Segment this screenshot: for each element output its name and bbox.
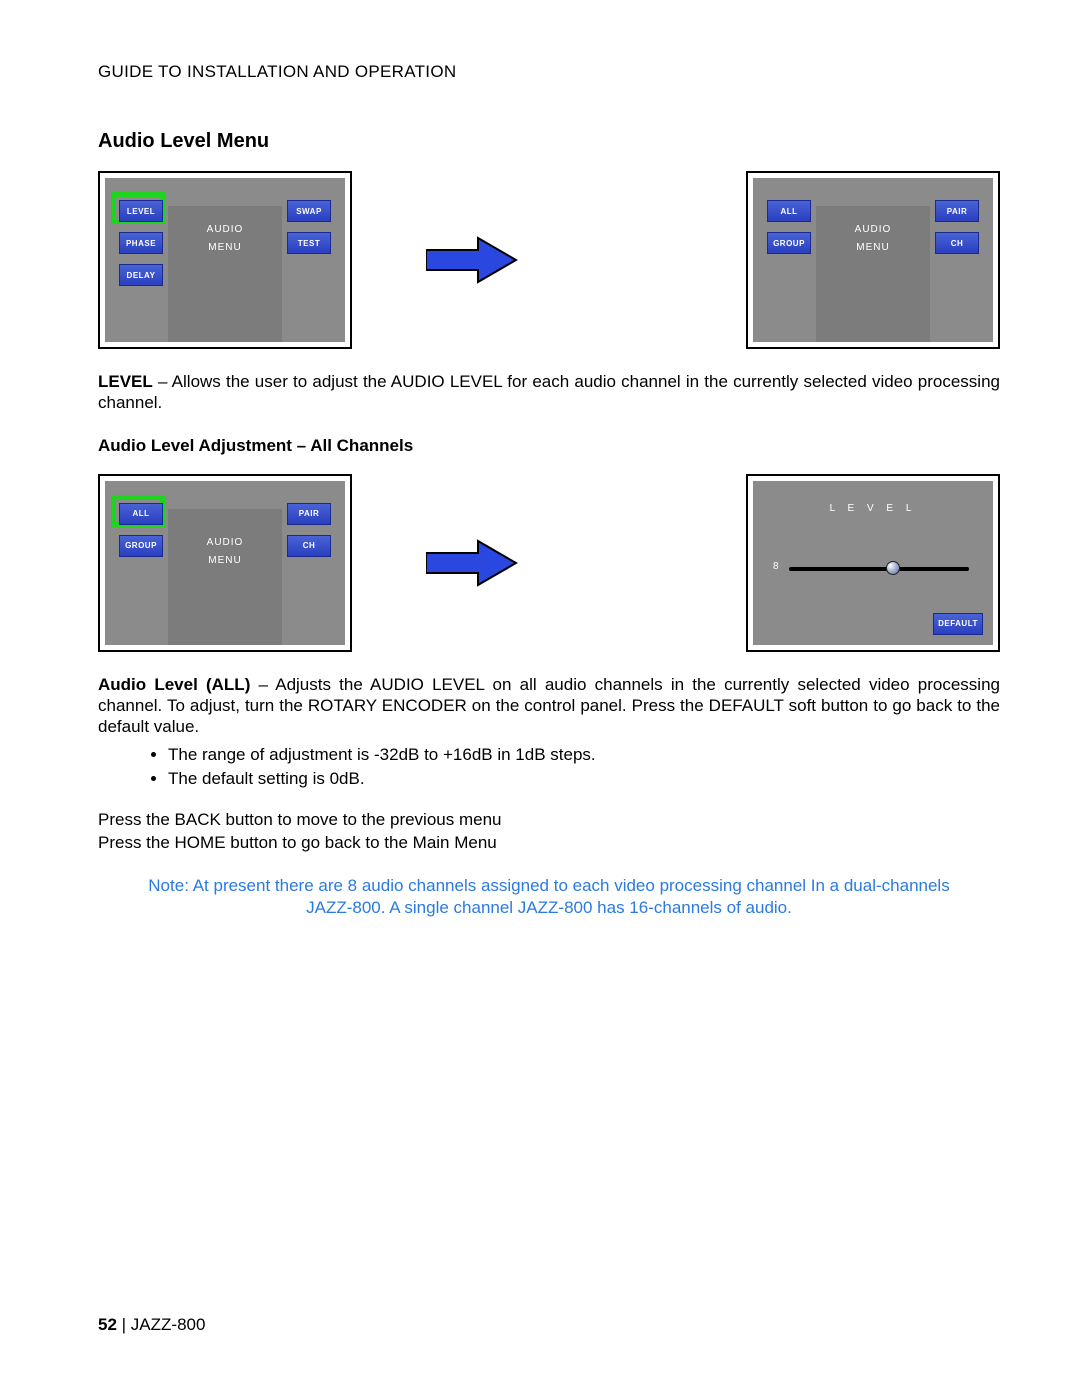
footer-separator: | xyxy=(117,1315,131,1334)
nav-home: Press the HOME button to go back to the … xyxy=(98,833,497,852)
all-description: Audio Level (ALL) – Adjusts the AUDIO LE… xyxy=(98,674,1000,738)
panel-center-label: AUDIO xyxy=(207,224,244,235)
level-slider-track[interactable] xyxy=(789,567,969,571)
pair-button[interactable]: PAIR xyxy=(287,503,331,525)
ch-button[interactable]: CH xyxy=(287,535,331,557)
panel-center-label: MENU xyxy=(208,555,241,566)
level-text: – Allows the user to adjust the AUDIO LE… xyxy=(98,372,1000,412)
footer-model: JAZZ-800 xyxy=(131,1315,206,1334)
ch-button[interactable]: CH xyxy=(935,232,979,254)
swap-button[interactable]: SWAP xyxy=(287,200,331,222)
panel-center-label: AUDIO xyxy=(855,224,892,235)
section-title: Audio Level Menu xyxy=(98,130,1000,153)
subheading-all-channels: Audio Level Adjustment – All Channels xyxy=(98,436,1000,456)
panel-center-label: MENU xyxy=(208,242,241,253)
note-line: Note: At present there are 8 audio chann… xyxy=(148,876,949,895)
menu-panel-level: AUDIO MENU ALL GROUP PAIR CH xyxy=(746,171,1000,349)
nav-back: Press the BACK button to move to the pre… xyxy=(98,810,502,829)
figure-row-1: AUDIO MENU LEVEL PHASE DELAY SWAP TEST A… xyxy=(98,171,1000,349)
all-term: Audio Level (ALL) xyxy=(98,675,250,694)
default-button[interactable]: DEFAULT xyxy=(933,613,983,635)
level-slider-panel: L E V E L 8 DEFAULT xyxy=(746,474,1000,652)
nav-instructions: Press the BACK button to move to the pre… xyxy=(98,809,1000,855)
menu-panel-level-all: AUDIO MENU ALL GROUP PAIR CH xyxy=(98,474,352,652)
delay-button[interactable]: DELAY xyxy=(119,264,163,286)
level-button[interactable]: LEVEL xyxy=(119,200,163,222)
bullet-list: The range of adjustment is -32dB to +16d… xyxy=(168,743,1000,791)
group-button[interactable]: GROUP xyxy=(119,535,163,557)
figure-row-2: AUDIO MENU ALL GROUP PAIR CH L E V E L 8 xyxy=(98,474,1000,652)
doc-header: GUIDE TO INSTALLATION AND OPERATION xyxy=(98,62,1000,82)
panel-center-label: AUDIO xyxy=(207,537,244,548)
level-value: 8 xyxy=(773,561,779,572)
test-button[interactable]: TEST xyxy=(287,232,331,254)
level-term: LEVEL xyxy=(98,372,153,391)
bullet-range: The range of adjustment is -32dB to +16d… xyxy=(168,743,1000,767)
page-number: 52 xyxy=(98,1315,117,1334)
level-description: LEVEL – Allows the user to adjust the AU… xyxy=(98,371,1000,414)
note-text: Note: At present there are 8 audio chann… xyxy=(98,875,1000,919)
all-button[interactable]: ALL xyxy=(767,200,811,222)
level-slider-thumb[interactable] xyxy=(886,561,900,575)
phase-button[interactable]: PHASE xyxy=(119,232,163,254)
arrow-right-icon xyxy=(412,539,532,587)
page-footer: 52 | JAZZ-800 xyxy=(98,1315,205,1335)
pair-button[interactable]: PAIR xyxy=(935,200,979,222)
group-button[interactable]: GROUP xyxy=(767,232,811,254)
panel-center-label: MENU xyxy=(856,242,889,253)
menu-panel-audio: AUDIO MENU LEVEL PHASE DELAY SWAP TEST xyxy=(98,171,352,349)
all-button[interactable]: ALL xyxy=(119,503,163,525)
note-line: JAZZ-800. A single channel JAZZ-800 has … xyxy=(306,898,792,917)
level-panel-title: L E V E L xyxy=(830,503,917,514)
bullet-default: The default setting is 0dB. xyxy=(168,767,1000,791)
arrow-right-icon xyxy=(412,236,532,284)
